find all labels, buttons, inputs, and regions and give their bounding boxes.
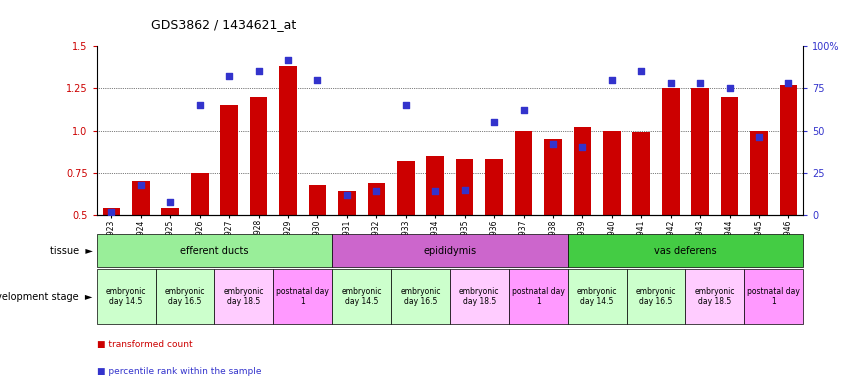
Bar — [426, 156, 444, 215]
Point — [546, 141, 559, 147]
Point — [575, 144, 589, 151]
Point — [487, 119, 500, 125]
Bar — [97, 269, 156, 324]
Point — [281, 56, 294, 63]
Text: vas deferens: vas deferens — [654, 245, 717, 256]
Bar — [156, 269, 214, 324]
Bar — [515, 131, 532, 215]
Bar — [750, 131, 768, 215]
Bar — [332, 269, 391, 324]
Point — [428, 188, 442, 194]
Text: postnatal day
1: postnatal day 1 — [512, 287, 564, 306]
Point — [634, 68, 648, 74]
Bar — [574, 127, 591, 215]
Point — [369, 188, 383, 194]
Point — [340, 192, 353, 198]
Text: efferent ducts: efferent ducts — [180, 245, 249, 256]
Point — [516, 107, 530, 113]
Bar — [368, 183, 385, 215]
Bar — [132, 181, 150, 215]
Point — [134, 182, 147, 188]
Text: embryonic
day 18.5: embryonic day 18.5 — [224, 287, 264, 306]
Point — [458, 187, 471, 193]
Text: ■ transformed count: ■ transformed count — [97, 341, 193, 349]
Bar — [450, 269, 509, 324]
Bar — [397, 161, 415, 215]
Bar — [685, 269, 744, 324]
Bar — [780, 85, 797, 215]
Point — [752, 134, 765, 141]
Bar — [214, 269, 273, 324]
Bar — [97, 234, 332, 267]
Bar — [568, 234, 803, 267]
Text: ■ percentile rank within the sample: ■ percentile rank within the sample — [97, 367, 262, 376]
Point — [399, 102, 412, 108]
Bar — [103, 208, 120, 215]
Text: embryonic
day 18.5: embryonic day 18.5 — [459, 287, 500, 306]
Text: development stage  ►: development stage ► — [0, 291, 93, 302]
Point — [251, 68, 265, 74]
Bar — [391, 269, 450, 324]
Bar — [509, 269, 568, 324]
Bar — [191, 173, 209, 215]
Text: postnatal day
1: postnatal day 1 — [748, 287, 800, 306]
Point — [664, 80, 677, 86]
Bar — [279, 66, 297, 215]
Point — [693, 80, 706, 86]
Point — [222, 73, 235, 79]
Text: embryonic
day 18.5: embryonic day 18.5 — [695, 287, 735, 306]
Text: tissue  ►: tissue ► — [50, 245, 93, 256]
Bar — [662, 88, 680, 215]
Bar — [332, 234, 568, 267]
Bar — [568, 269, 627, 324]
Point — [722, 85, 736, 91]
Text: embryonic
day 16.5: embryonic day 16.5 — [165, 287, 205, 306]
Point — [605, 77, 618, 83]
Bar — [627, 269, 685, 324]
Bar — [456, 159, 473, 215]
Bar — [632, 132, 650, 215]
Bar — [691, 88, 709, 215]
Text: postnatal day
1: postnatal day 1 — [277, 287, 329, 306]
Bar — [485, 159, 503, 215]
Text: embryonic
day 14.5: embryonic day 14.5 — [577, 287, 617, 306]
Bar — [309, 185, 326, 215]
Text: embryonic
day 16.5: embryonic day 16.5 — [636, 287, 676, 306]
Bar — [220, 105, 238, 215]
Bar — [721, 97, 738, 215]
Text: epididymis: epididymis — [423, 245, 477, 256]
Point — [163, 199, 177, 205]
Point — [193, 102, 206, 108]
Point — [310, 77, 324, 83]
Point — [781, 80, 795, 86]
Bar — [250, 97, 267, 215]
Bar — [161, 208, 179, 215]
Text: embryonic
day 14.5: embryonic day 14.5 — [341, 287, 382, 306]
Bar — [544, 139, 562, 215]
Bar — [603, 131, 621, 215]
Bar — [744, 269, 803, 324]
Text: embryonic
day 14.5: embryonic day 14.5 — [106, 287, 146, 306]
Point — [104, 209, 118, 215]
Text: GDS3862 / 1434621_at: GDS3862 / 1434621_at — [151, 18, 297, 31]
Bar — [273, 269, 332, 324]
Text: embryonic
day 16.5: embryonic day 16.5 — [400, 287, 441, 306]
Bar — [338, 191, 356, 215]
